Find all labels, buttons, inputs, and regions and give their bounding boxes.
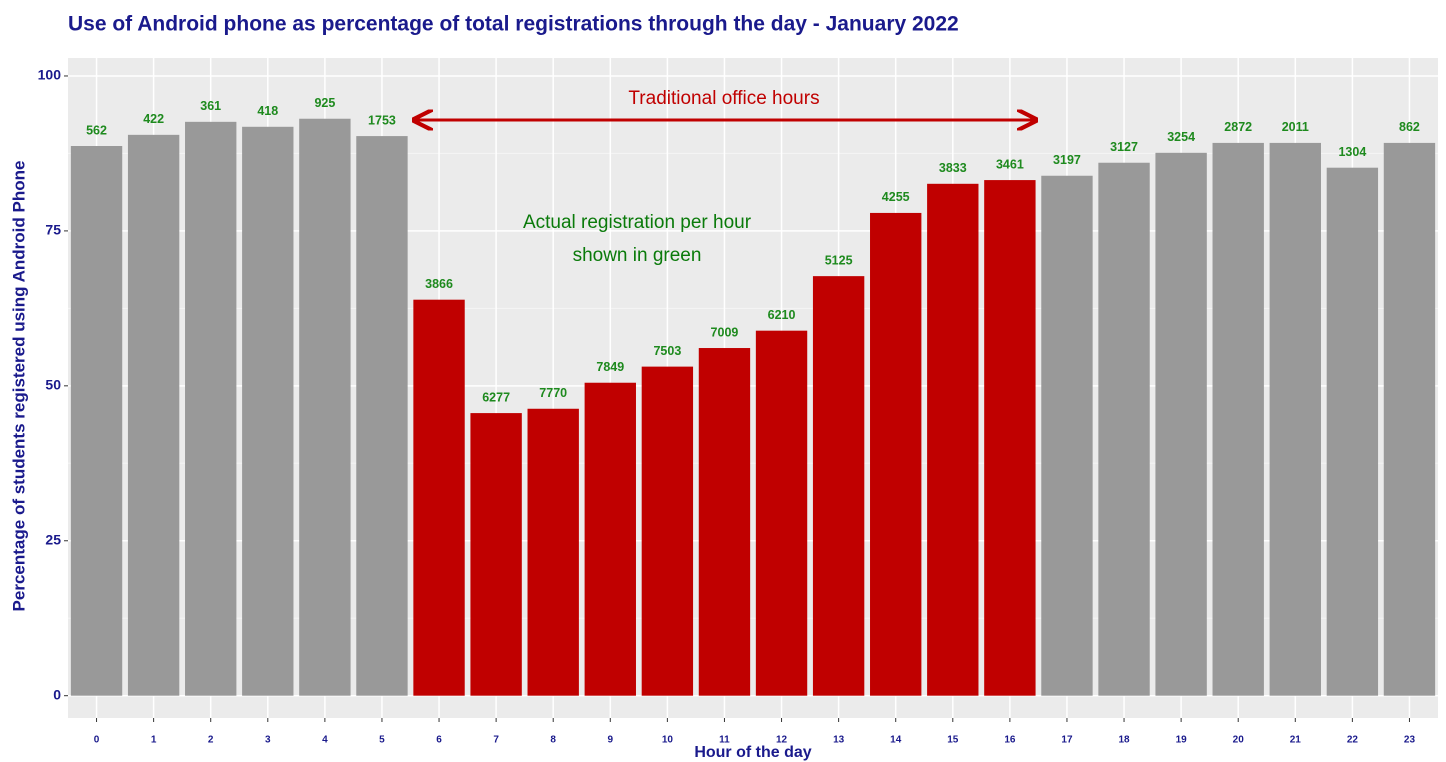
chart-title: Use of Android phone as percentage of to…: [68, 13, 959, 36]
bar: [127, 134, 180, 696]
bar: [1326, 167, 1379, 696]
x-tick-label: 16: [1004, 735, 1016, 746]
x-tick-label: 21: [1290, 735, 1302, 746]
registration-label: 3127: [1110, 140, 1138, 154]
x-tick-label: 23: [1404, 735, 1416, 746]
y-tick-label: 75: [45, 222, 61, 238]
x-tick-label: 13: [833, 735, 845, 746]
y-tick-label: 25: [45, 531, 61, 547]
registration-label: 6210: [768, 308, 796, 322]
bar: [299, 118, 351, 696]
registration-label: 862: [1399, 120, 1420, 134]
registration-label: 7503: [653, 344, 681, 358]
registration-label: 7770: [539, 386, 567, 400]
office-hours-label: Traditional office hours: [628, 88, 819, 109]
x-tick-label: 5: [379, 735, 385, 746]
note-line-2: shown in green: [573, 245, 702, 266]
bar: [984, 180, 1036, 696]
x-tick-label: 18: [1118, 735, 1130, 746]
registration-label: 422: [143, 112, 164, 126]
bar: [1212, 142, 1264, 696]
x-tick-label: 10: [662, 735, 674, 746]
x-tick-label: 22: [1347, 735, 1359, 746]
bar: [1155, 152, 1207, 696]
bar: [527, 408, 579, 696]
bar: [1383, 142, 1436, 696]
x-tick-label: 14: [890, 735, 902, 746]
bar: [470, 413, 522, 696]
x-tick-label: 8: [550, 735, 556, 746]
x-tick-label: 19: [1176, 735, 1188, 746]
x-tick-label: 12: [776, 735, 788, 746]
registration-label: 3254: [1167, 130, 1195, 144]
registration-label: 6277: [482, 390, 510, 404]
bar: [1041, 175, 1093, 696]
registration-label: 3866: [425, 277, 453, 291]
registration-label: 2011: [1282, 120, 1309, 134]
bar: [755, 330, 808, 696]
y-tick-label: 0: [53, 686, 61, 702]
x-tick-label: 0: [94, 735, 100, 746]
bar: [242, 126, 294, 696]
y-tick-label: 100: [38, 67, 62, 83]
registration-label: 4255: [882, 190, 910, 204]
x-tick-label: 2: [208, 735, 214, 746]
bar: [1269, 142, 1321, 696]
registration-label: 2872: [1224, 120, 1252, 134]
x-tick-label: 6: [436, 735, 442, 746]
registration-label: 3833: [939, 161, 967, 175]
bar: [812, 276, 865, 696]
bar: [698, 348, 751, 696]
registration-label: 361: [200, 99, 221, 113]
registration-label: 562: [86, 123, 107, 137]
x-tick-label: 4: [322, 735, 328, 746]
x-tick-label: 17: [1061, 735, 1073, 746]
y-tick-label: 50: [45, 377, 61, 393]
registration-label: 3197: [1053, 153, 1081, 167]
x-tick-label: 1: [151, 735, 157, 746]
x-tick-label: 11: [719, 735, 730, 746]
registration-label: 925: [314, 96, 335, 110]
x-tick-label: 9: [608, 735, 614, 746]
x-tick-label: 7: [493, 735, 499, 746]
x-tick-label: 15: [947, 735, 959, 746]
registration-label: 5125: [825, 253, 853, 267]
registration-label: 3461: [996, 157, 1024, 171]
registration-label: 7009: [711, 325, 739, 339]
bar: [927, 183, 979, 696]
bar: [584, 382, 636, 696]
x-tick-label: 20: [1233, 735, 1245, 746]
plot-panel: [68, 58, 1438, 718]
registration-label: 1753: [368, 113, 396, 127]
bar: [870, 212, 922, 696]
note-line-1: Actual registration per hour: [523, 212, 752, 233]
bar: [641, 366, 694, 696]
bar: [185, 121, 237, 696]
registration-label: 7849: [596, 360, 624, 374]
bar: [1098, 162, 1150, 696]
registration-label: 418: [257, 104, 278, 118]
registration-label: 1304: [1338, 145, 1366, 159]
x-axis-label: Hour of the day: [694, 744, 811, 761]
x-tick-label: 3: [265, 735, 271, 746]
bar: [413, 299, 465, 696]
bar: [356, 136, 408, 696]
bar: [70, 146, 123, 696]
y-axis-label: Percentage of students registered using …: [9, 161, 28, 612]
